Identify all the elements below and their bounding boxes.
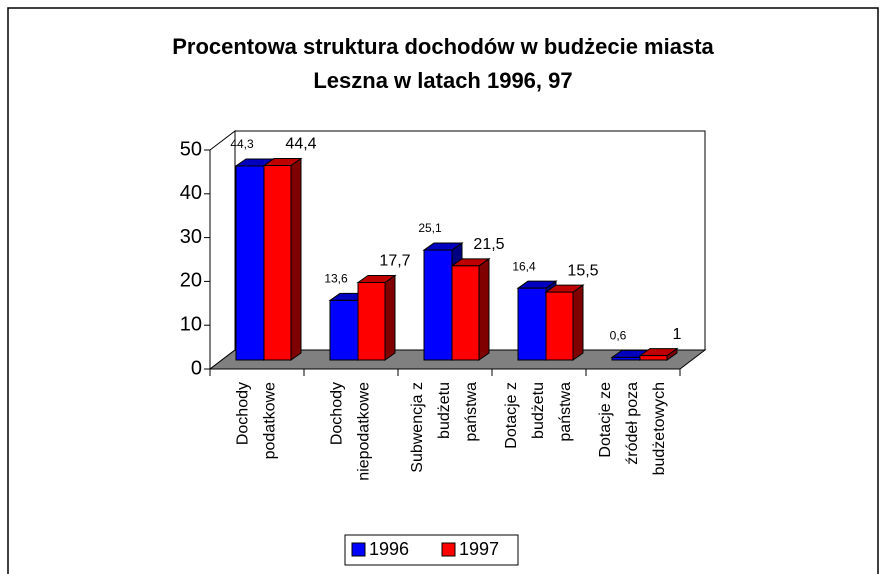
data-label: 44,3 — [230, 137, 254, 151]
x-tick-label: państwa — [557, 382, 574, 442]
bar — [262, 157, 303, 361]
x-tick-label: źródeł poza — [624, 382, 641, 465]
bar-side — [384, 274, 396, 361]
data-label: 15,5 — [567, 262, 598, 279]
x-tick-label: Dochody — [329, 382, 346, 445]
legend-swatch — [441, 542, 456, 557]
side-wall — [209, 129, 236, 371]
bar-side — [478, 257, 490, 361]
x-tick-label: państwa — [463, 382, 480, 442]
x-tick-label: Subwencja z — [409, 382, 426, 473]
x-tick-label: niepodatkowe — [356, 382, 373, 481]
x-tick-label: budżetu — [436, 382, 453, 439]
y-tick-label: 20 — [180, 270, 202, 292]
y-tick-label: 0 — [191, 357, 202, 379]
bar-front — [611, 356, 641, 361]
data-label: 44,4 — [285, 136, 316, 153]
bar-front — [329, 299, 359, 361]
y-tick-label: 40 — [180, 182, 202, 204]
x-tick-label: Dotacje z — [503, 382, 520, 449]
bar-side — [290, 157, 302, 361]
data-label: 21,5 — [473, 236, 504, 253]
bar-front — [451, 265, 480, 361]
y-tick-label: 30 — [180, 226, 202, 248]
x-tick-label: podatkowe — [262, 382, 279, 459]
data-label: 1 — [673, 326, 682, 343]
data-label: 17,7 — [379, 253, 410, 270]
legend-label: 1996 — [369, 539, 409, 559]
bar-front — [235, 165, 265, 361]
y-tick-label: 50 — [180, 138, 202, 160]
bar — [356, 274, 397, 361]
data-label: 0,6 — [610, 329, 627, 343]
legend-swatch — [351, 542, 366, 557]
data-label: 16,4 — [512, 259, 536, 273]
bar-front — [423, 249, 453, 361]
legend — [344, 534, 519, 566]
bar-front — [639, 355, 668, 361]
bar-front — [545, 291, 574, 361]
bar — [450, 257, 491, 361]
x-tick-label: budżetu — [530, 382, 547, 439]
x-tick-label: budżetowych — [651, 382, 668, 475]
bar — [638, 347, 679, 361]
chart-frame — [7, 7, 879, 574]
data-label: 25,1 — [418, 221, 442, 235]
bar — [544, 284, 585, 361]
bar-front — [517, 287, 547, 361]
legend-label: 1997 — [459, 539, 499, 559]
bar-side — [572, 284, 584, 361]
y-tick-label: 10 — [180, 313, 202, 335]
bar-front — [357, 281, 386, 361]
x-tick-label: Dochody — [235, 382, 252, 445]
chart-title: Leszna w latach 1996, 97 — [313, 68, 572, 93]
chart-title: Procentowa struktura dochodów w budżecie… — [172, 34, 714, 59]
x-tick-label: Dotacje ze — [597, 382, 614, 458]
data-label: 13,6 — [324, 272, 348, 286]
bar-front — [263, 165, 292, 361]
